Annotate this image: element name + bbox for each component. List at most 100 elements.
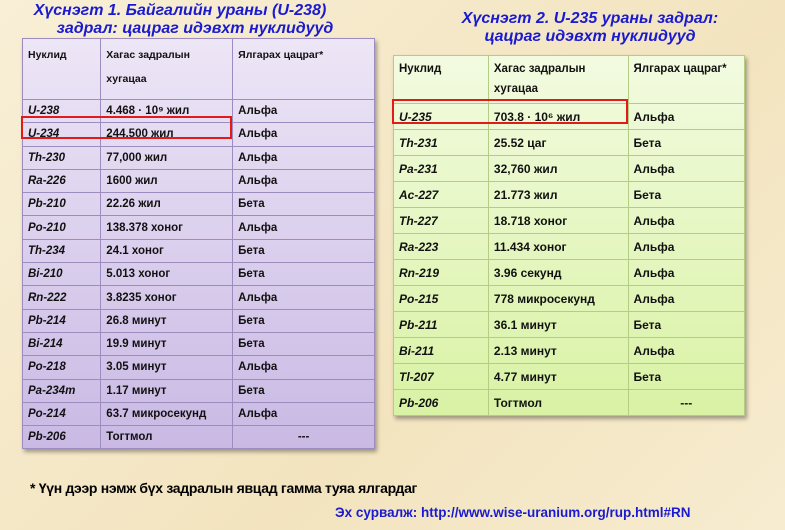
source-link[interactable]: Эх сурвалж: http://www.wise-uranium.org/… <box>335 505 691 520</box>
table-row: Pb-206 Тогтмол --- <box>21 425 375 450</box>
radiation-cell: Альфа <box>232 401 375 427</box>
table2: Нуклид Хагас задралын хугацаа Ялгарах цацр… <box>393 55 746 416</box>
table-row: Pa-231 32,760 жил Альфа <box>393 155 746 182</box>
radiation-cell: Альфа <box>627 337 746 364</box>
header-row: Нуклид Хагас задралын хугацаа Ялгарах цацр… <box>21 38 375 100</box>
table-row: Ra-226 1600 жил Альфа <box>21 168 375 194</box>
table2-title: Хүснэгт 2. U-235 ураны задрал: цацраг идэ… <box>445 10 735 46</box>
nuclide-cell: Rn-222 <box>21 285 102 310</box>
half-life-cell: 5.013 хоног <box>100 262 234 287</box>
nuclide-cell: Po-218 <box>21 355 102 380</box>
nuclide-cell: U-234 <box>21 122 102 147</box>
radiation-cell: Альфа <box>232 215 375 240</box>
half-life-cell: 3.05 минут <box>100 355 234 380</box>
nuclide-cell: Rn-219 <box>393 259 489 286</box>
nuclide-cell: Pb-211 <box>393 311 489 338</box>
table-row: Po-218 3.05 минут Альфа <box>21 355 375 380</box>
column-header: Ялгарах цацраг* <box>627 55 746 104</box>
table-row: U-234 244,500 жил Альфа <box>21 122 375 147</box>
radiation-cell: Альфа <box>232 355 375 380</box>
nuclide-cell: Pb-214 <box>21 308 102 333</box>
radiation-cell: Бета <box>627 129 746 156</box>
nuclide-cell: Ra-223 <box>393 233 489 260</box>
radiation-cell: Альфа <box>627 207 746 234</box>
half-life-cell: 3.96 секунд <box>487 259 629 286</box>
table-row: Po-210 138.378 хоног Альфа <box>21 215 375 240</box>
nuclide-cell: Bi-210 <box>21 262 102 287</box>
radiation-cell: Альфа <box>232 285 375 310</box>
table-row: Rn-222 3.8235 хоног Альфа <box>21 285 375 310</box>
radiation-cell: Бета <box>232 378 375 403</box>
radiation-cell: Альфа <box>627 285 746 312</box>
nuclide-cell: Pa-231 <box>393 155 489 182</box>
half-life-cell: 36.1 минут <box>487 311 629 338</box>
radiation-cell: Альфа <box>627 103 746 130</box>
radiation-cell: Альфа <box>627 259 746 286</box>
half-life-cell: 244,500 жил <box>100 122 234 147</box>
nuclide-cell: Tl-207 <box>393 363 489 390</box>
footnote: * Үүн дээр нэмж бүх задралын явцад гамма… <box>30 480 418 496</box>
nuclide-cell: Pb-210 <box>21 192 102 217</box>
radiation-cell: Бета <box>232 308 375 333</box>
table-row: Th-227 18.718 хоног Альфа <box>393 207 746 234</box>
table-row: Bi-214 19.9 минут Бета <box>21 331 375 357</box>
half-life-cell: 3.8235 хоног <box>100 285 234 310</box>
half-life-cell: 22.26 жил <box>100 192 234 217</box>
table-row: Th-231 25.52 цаг Бета <box>393 129 746 156</box>
radiation-cell: --- <box>232 425 375 450</box>
nuclide-cell: Bi-211 <box>393 337 489 364</box>
table-row: U-238 4.468 · 10⁹ жил Альфа <box>21 98 375 124</box>
nuclide-cell: Th-227 <box>393 207 489 234</box>
table-row: Po-214 63.7 микросекунд Альфа <box>21 401 375 427</box>
half-life-cell: 21.773 жил <box>487 181 629 208</box>
radiation-cell: Бета <box>232 331 375 357</box>
header-row: Нуклид Хагас задралын хугацаа Ялгарах цацр… <box>393 55 746 104</box>
radiation-cell: Альфа <box>232 122 375 147</box>
radiation-cell: Бета <box>627 181 746 208</box>
half-life-cell: 77,000 жил <box>100 145 234 170</box>
column-header: Ялгарах цацраг* <box>232 38 375 100</box>
radiation-cell: Бета <box>627 363 746 390</box>
nuclide-cell: Th-230 <box>21 145 102 170</box>
radiation-cell: Альфа <box>232 168 375 194</box>
radiation-cell: Бета <box>232 262 375 287</box>
table1-title-line1: Хүснэгт 1. Байгалийн ураны (U-238) <box>33 2 327 19</box>
table-row: Pb-214 26.8 минут Бета <box>21 308 375 333</box>
table2-title-line2: цацраг идэвхт нуклидууд <box>484 28 696 45</box>
nuclide-cell: Pb-206 <box>393 389 489 416</box>
nuclide-cell: Th-234 <box>21 238 102 264</box>
half-life-cell: 1600 жил <box>100 168 234 194</box>
table-row: Pb-206 Тогтмол --- <box>393 389 746 416</box>
table2-title-line1: Хүснэгт 2. U-235 ураны задрал: <box>461 10 719 27</box>
table-row: Pb-210 22.26 жил Бета <box>21 192 375 217</box>
table-row: U-235 703.8 · 10⁶ жил Альфа <box>393 103 746 130</box>
half-life-cell: 11.434 хоног <box>487 233 629 260</box>
table-row: Pb-211 36.1 минут Бета <box>393 311 746 338</box>
half-life-cell: 1.17 минут <box>100 378 234 403</box>
radiation-cell: Бета <box>627 311 746 338</box>
nuclide-cell: U-235 <box>393 103 489 130</box>
table-row: Po-215 778 микросекунд Альфа <box>393 285 746 312</box>
half-life-cell: Тогтмол <box>100 425 234 450</box>
nuclide-cell: Pb-206 <box>21 425 102 450</box>
table-row: Th-234 24.1 хоног Бета <box>21 238 375 264</box>
radiation-cell: --- <box>627 389 746 416</box>
table-row: Pa-234m 1.17 минут Бета <box>21 378 375 403</box>
table-row: Ac-227 21.773 жил Бета <box>393 181 746 208</box>
table1-title-line2: задрал: цацраг идэвхт нуклидууд <box>56 20 334 37</box>
table-row: Bi-211 2.13 минут Альфа <box>393 337 746 364</box>
nuclide-cell: Ac-227 <box>393 181 489 208</box>
half-life-cell: 25.52 цаг <box>487 129 629 156</box>
half-life-cell: 18.718 хоног <box>487 207 629 234</box>
half-life-cell: 138.378 хоног <box>100 215 234 240</box>
half-life-cell: 4.468 · 10⁹ жил <box>100 98 234 124</box>
half-life-cell: 4.77 минут <box>487 363 629 390</box>
radiation-cell: Альфа <box>627 155 746 182</box>
nuclide-cell: Bi-214 <box>21 331 102 357</box>
column-header: Хагас задралын хугацаа <box>100 38 234 100</box>
radiation-cell: Альфа <box>627 233 746 260</box>
half-life-cell: 778 микросекунд <box>487 285 629 312</box>
half-life-cell: 32,760 жил <box>487 155 629 182</box>
nuclide-cell: Ra-226 <box>21 168 102 194</box>
column-header: Нуклид <box>21 38 102 100</box>
